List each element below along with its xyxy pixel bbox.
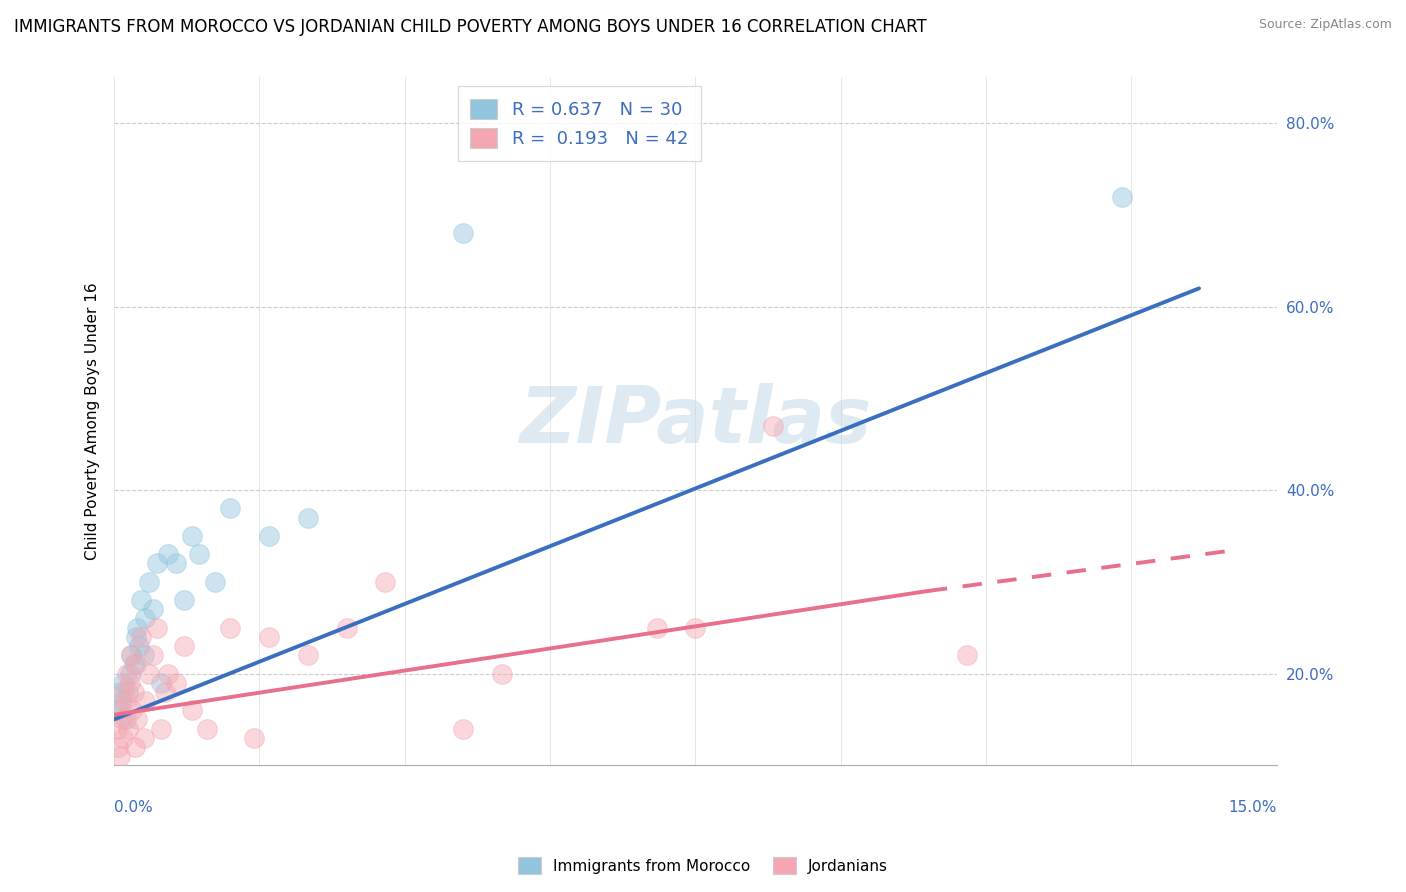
Point	[219, 621, 242, 635]
Point	[149, 675, 172, 690]
Point	[107, 739, 129, 754]
Point	[112, 731, 135, 745]
Point	[165, 557, 187, 571]
Point	[108, 703, 131, 717]
Point	[118, 675, 141, 690]
Point	[125, 630, 148, 644]
Point	[132, 731, 155, 745]
Point	[131, 630, 153, 644]
Point	[134, 611, 156, 625]
Point	[132, 648, 155, 662]
Point	[122, 685, 145, 699]
Point	[451, 722, 474, 736]
Point	[127, 621, 149, 635]
Point	[762, 418, 785, 433]
Point	[146, 621, 169, 635]
Point	[134, 694, 156, 708]
Point	[122, 657, 145, 672]
Point	[645, 621, 668, 635]
Point	[257, 630, 280, 644]
Point	[120, 648, 142, 662]
Point	[219, 501, 242, 516]
Point	[165, 675, 187, 690]
Point	[111, 712, 134, 726]
Point	[955, 648, 977, 662]
Text: IMMIGRANTS FROM MOROCCO VS JORDANIAN CHILD POVERTY AMONG BOYS UNDER 16 CORRELATI: IMMIGRANTS FROM MOROCCO VS JORDANIAN CHI…	[14, 18, 927, 36]
Point	[121, 703, 143, 717]
Point	[297, 510, 319, 524]
Point	[110, 685, 132, 699]
Point	[117, 666, 139, 681]
Point	[180, 529, 202, 543]
Point	[173, 593, 195, 607]
Point	[157, 666, 180, 681]
Text: ZIPatlas: ZIPatlas	[519, 384, 872, 459]
Point	[124, 739, 146, 754]
Point	[149, 722, 172, 736]
Point	[451, 227, 474, 241]
Point	[173, 639, 195, 653]
Point	[117, 722, 139, 736]
Point	[491, 666, 513, 681]
Point	[142, 648, 165, 662]
Point	[297, 648, 319, 662]
Point	[138, 666, 160, 681]
Point	[114, 712, 136, 726]
Point	[112, 685, 135, 699]
Text: 15.0%: 15.0%	[1229, 799, 1277, 814]
Point	[117, 685, 139, 699]
Point	[153, 685, 176, 699]
Point	[118, 666, 141, 681]
Point	[685, 621, 707, 635]
Point	[127, 712, 149, 726]
Point	[157, 547, 180, 561]
Point	[105, 722, 128, 736]
Point	[114, 694, 136, 708]
Text: Source: ZipAtlas.com: Source: ZipAtlas.com	[1258, 18, 1392, 31]
Point	[180, 703, 202, 717]
Point	[128, 639, 150, 653]
Point	[146, 557, 169, 571]
Point	[112, 675, 135, 690]
Point	[111, 694, 134, 708]
Point	[120, 648, 142, 662]
Point	[142, 602, 165, 616]
Point	[125, 657, 148, 672]
Point	[110, 749, 132, 764]
Point	[257, 529, 280, 543]
Y-axis label: Child Poverty Among Boys Under 16: Child Poverty Among Boys Under 16	[86, 283, 100, 560]
Point	[107, 703, 129, 717]
Text: 0.0%: 0.0%	[114, 799, 153, 814]
Point	[188, 547, 211, 561]
Point	[131, 593, 153, 607]
Point	[138, 574, 160, 589]
Legend: R = 0.637   N = 30, R =  0.193   N = 42: R = 0.637 N = 30, R = 0.193 N = 42	[457, 87, 700, 161]
Point	[336, 621, 359, 635]
Point	[242, 731, 264, 745]
Legend: Immigrants from Morocco, Jordanians: Immigrants from Morocco, Jordanians	[512, 851, 894, 880]
Point	[1111, 189, 1133, 203]
Point	[374, 574, 396, 589]
Point	[195, 722, 218, 736]
Point	[204, 574, 226, 589]
